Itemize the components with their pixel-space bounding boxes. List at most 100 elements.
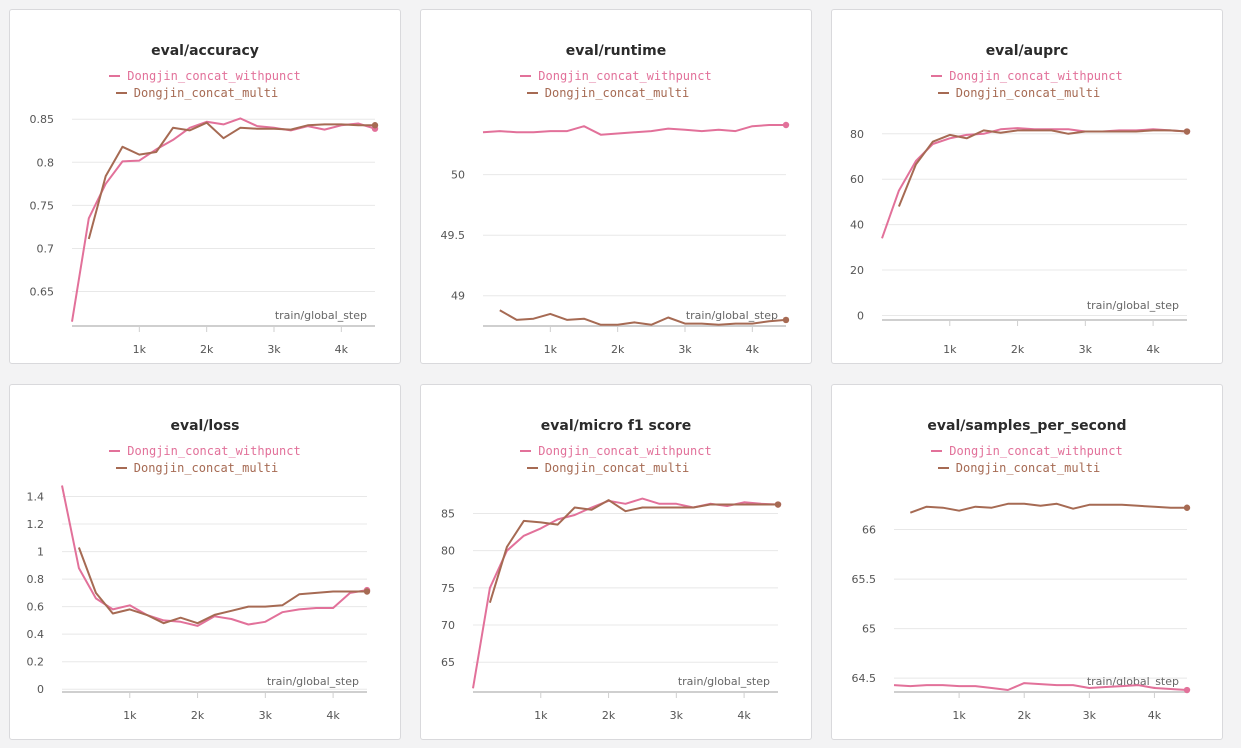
series-end-point[interactable] <box>371 122 379 129</box>
legend-item[interactable]: Dongjin_concat_withpunct <box>10 67 400 84</box>
legend-swatch <box>109 74 121 77</box>
series-line-withpunct[interactable] <box>881 127 1188 239</box>
y-tick-label: 80 <box>850 128 864 141</box>
legend-label: Dongjin_concat_withpunct <box>127 443 301 458</box>
panel-samples-per-second[interactable]: eval/samples_per_second Dongjin_concat_wi… <box>831 384 1223 740</box>
legend-swatch <box>526 91 538 94</box>
legend-label: Dongjin_concat_multi <box>955 85 1101 100</box>
panel-runtime[interactable]: eval/runtime Dongjin_concat_withpunct Dong… <box>420 9 812 364</box>
x-tick-label: 3k <box>267 343 281 356</box>
series-end-point[interactable] <box>363 588 371 595</box>
y-tick-label: 60 <box>850 173 864 186</box>
legend-item[interactable]: Dongjin_concat_withpunct <box>421 442 811 459</box>
y-tick-label: 85 <box>441 507 455 520</box>
y-tick-label: 65.5 <box>852 573 877 586</box>
chart-title: eval/loss <box>170 418 240 434</box>
panel-micro-f1-score[interactable]: eval/micro f1 score Dongjin_concat_withpu… <box>420 384 812 740</box>
legend-swatch <box>115 466 127 469</box>
panel-loss[interactable]: eval/loss Dongjin_concat_withpunct Dongjin… <box>9 384 401 740</box>
x-tick-label: 1k <box>133 343 147 356</box>
legend-swatch <box>931 74 943 77</box>
legend-item[interactable]: Dongjin_concat_multi <box>832 459 1222 476</box>
legend-item[interactable]: Dongjin_concat_withpunct <box>832 442 1222 459</box>
y-tick-label: 49 <box>451 290 465 303</box>
legend: Dongjin_concat_withpunct Dongjin_concat_m… <box>832 442 1222 476</box>
x-tick-label: 1k <box>534 709 548 722</box>
chart-title: eval/micro f1 score <box>540 418 692 434</box>
legend-item[interactable]: Dongjin_concat_multi <box>10 84 400 101</box>
y-tick-label: 0 <box>857 309 864 322</box>
x-tick-label: 3k <box>670 709 684 722</box>
x-axis-label: train/global_step <box>1087 675 1179 688</box>
series-line-withpunct[interactable] <box>893 682 1188 691</box>
series-end-point[interactable] <box>774 501 782 508</box>
y-tick-label: 0.8 <box>37 156 55 169</box>
x-tick-label: 2k <box>191 709 205 722</box>
y-tick-label: 65 <box>862 623 876 636</box>
series-line-multi[interactable] <box>77 547 367 625</box>
chart-title: eval/auprc <box>985 43 1069 59</box>
legend-label: Dongjin_concat_multi <box>544 460 690 475</box>
series-line-withpunct[interactable] <box>482 124 786 136</box>
x-tick-label: 4k <box>335 343 349 356</box>
legend-swatch <box>520 449 532 452</box>
legend-swatch <box>526 466 538 469</box>
x-tick-label: 4k <box>746 343 760 356</box>
y-tick-label: 1 <box>37 546 44 559</box>
legend-item[interactable]: Dongjin_concat_multi <box>421 459 811 476</box>
legend-item[interactable]: Dongjin_concat_multi <box>832 84 1222 101</box>
y-tick-label: 0.75 <box>30 199 55 212</box>
y-tick-label: 66 <box>862 524 876 537</box>
legend-swatch <box>937 91 949 94</box>
legend-item[interactable]: Dongjin_concat_multi <box>10 459 400 476</box>
legend-label: Dongjin_concat_withpunct <box>949 443 1123 458</box>
chart-svg: 0 0.2 0.4 0.6 0.8 1 1.2 1.4 1k 2k 3k 4k train/global… <box>27 485 371 722</box>
x-axis-label: train/global_step <box>275 309 367 322</box>
series-line-multi[interactable] <box>897 129 1188 207</box>
legend-swatch <box>115 91 127 94</box>
y-tick-label: 0.8 <box>27 573 45 586</box>
y-tick-label: 1.4 <box>27 491 45 504</box>
series-line-multi[interactable] <box>488 499 778 603</box>
legend-item[interactable]: Dongjin_concat_multi <box>421 84 811 101</box>
y-tick-label: 0.7 <box>37 242 55 255</box>
series-line-withpunct[interactable] <box>472 497 779 689</box>
series-end-point[interactable] <box>782 316 790 324</box>
x-axis-label: train/global_step <box>678 675 770 688</box>
chart-title: eval/runtime <box>565 43 667 59</box>
x-tick-label: 3k <box>259 709 273 722</box>
y-tick-label: 0.4 <box>27 628 45 641</box>
y-tick-label: 65 <box>441 656 455 669</box>
legend-swatch <box>109 449 121 452</box>
chart-svg: 49 49.5 50 1k 2k 3k 4k train/global_step <box>441 121 790 356</box>
y-tick-label: 40 <box>850 219 864 232</box>
series-end-point[interactable] <box>1183 504 1191 511</box>
x-axis-label: train/global_step <box>1087 299 1179 312</box>
series-line-multi[interactable] <box>909 502 1187 514</box>
x-tick-label: 2k <box>1018 709 1032 722</box>
legend: Dongjin_concat_withpunct Dongjin_concat_m… <box>10 67 400 101</box>
legend-item[interactable]: Dongjin_concat_withpunct <box>832 67 1222 84</box>
legend-item[interactable]: Dongjin_concat_withpunct <box>10 442 400 459</box>
y-tick-label: 75 <box>441 582 455 595</box>
legend-label: Dongjin_concat_withpunct <box>538 443 712 458</box>
x-tick-label: 2k <box>602 709 616 722</box>
x-tick-label: 1k <box>123 709 137 722</box>
chart-title: eval/accuracy <box>151 43 259 59</box>
series-line-multi[interactable] <box>87 121 375 240</box>
y-tick-label: 1.2 <box>27 518 45 531</box>
chart-title: eval/samples_per_second <box>927 418 1127 434</box>
series-end-point[interactable] <box>782 121 790 129</box>
panel-accuracy[interactable]: eval/accuracy Dongjin_concat_withpunct Don… <box>9 9 401 364</box>
panel-auprc[interactable]: eval/auprc Dongjin_concat_withpunct Dongji… <box>831 9 1223 364</box>
legend-item[interactable]: Dongjin_concat_withpunct <box>421 67 811 84</box>
x-tick-label: 1k <box>943 343 957 356</box>
x-tick-label: 2k <box>200 343 214 356</box>
series-end-point[interactable] <box>1183 128 1191 135</box>
series-end-point[interactable] <box>1183 686 1191 694</box>
y-tick-label: 0 <box>37 683 44 696</box>
series-line-withpunct[interactable] <box>71 117 376 322</box>
series-line-withpunct[interactable] <box>61 485 368 627</box>
series-line-multi[interactable] <box>499 309 787 326</box>
y-tick-label: 80 <box>441 545 455 558</box>
